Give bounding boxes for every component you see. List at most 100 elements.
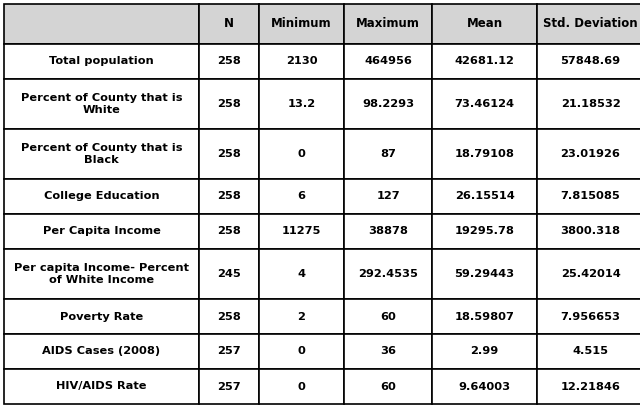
Text: 13.2: 13.2: [287, 99, 316, 109]
Text: 2130: 2130: [285, 57, 317, 67]
Bar: [4, 79, 199, 129]
Bar: [537, 299, 640, 334]
Text: 57848.69: 57848.69: [561, 57, 621, 67]
Bar: [537, 249, 640, 299]
Text: 12.21846: 12.21846: [561, 381, 620, 391]
Text: 25.42014: 25.42014: [561, 269, 620, 279]
Text: 292.4535: 292.4535: [358, 269, 418, 279]
Bar: [432, 334, 537, 369]
Bar: [259, 129, 344, 179]
Text: 87: 87: [380, 149, 396, 159]
Bar: [537, 44, 640, 79]
Bar: [4, 334, 199, 369]
Bar: [259, 44, 344, 79]
Text: 60: 60: [380, 312, 396, 322]
Bar: [4, 214, 199, 249]
Text: Poverty Rate: Poverty Rate: [60, 312, 143, 322]
Bar: [199, 4, 259, 44]
Text: AIDS Cases (2008): AIDS Cases (2008): [42, 347, 161, 357]
Text: Minimum: Minimum: [271, 17, 332, 30]
Text: 11275: 11275: [282, 226, 321, 237]
Bar: [199, 79, 259, 129]
Bar: [4, 44, 199, 79]
Bar: [432, 44, 537, 79]
Text: 258: 258: [217, 312, 241, 322]
Bar: [199, 334, 259, 369]
Text: 9.64003: 9.64003: [458, 381, 511, 391]
Bar: [259, 334, 344, 369]
Bar: [259, 369, 344, 404]
Text: 42681.12: 42681.12: [454, 57, 515, 67]
Text: 258: 258: [217, 57, 241, 67]
Bar: [432, 129, 537, 179]
Text: Std. Deviation: Std. Deviation: [543, 17, 638, 30]
Bar: [537, 129, 640, 179]
Bar: [432, 179, 537, 214]
Text: 2: 2: [298, 312, 305, 322]
Bar: [4, 369, 199, 404]
Bar: [344, 249, 432, 299]
Text: 258: 258: [217, 149, 241, 159]
Bar: [344, 179, 432, 214]
Text: 21.18532: 21.18532: [561, 99, 620, 109]
Bar: [259, 179, 344, 214]
Bar: [199, 369, 259, 404]
Bar: [432, 79, 537, 129]
Text: 18.79108: 18.79108: [454, 149, 515, 159]
Bar: [344, 4, 432, 44]
Bar: [259, 299, 344, 334]
Text: 19295.78: 19295.78: [454, 226, 515, 237]
Bar: [537, 334, 640, 369]
Text: 98.2293: 98.2293: [362, 99, 414, 109]
Text: 36: 36: [380, 347, 396, 357]
Bar: [432, 299, 537, 334]
Bar: [537, 4, 640, 44]
Bar: [432, 4, 537, 44]
Text: 4: 4: [298, 269, 305, 279]
Text: 258: 258: [217, 226, 241, 237]
Bar: [4, 249, 199, 299]
Bar: [199, 179, 259, 214]
Text: 23.01926: 23.01926: [561, 149, 620, 159]
Bar: [537, 214, 640, 249]
Text: N: N: [224, 17, 234, 30]
Bar: [432, 369, 537, 404]
Bar: [259, 4, 344, 44]
Bar: [199, 44, 259, 79]
Text: 258: 258: [217, 191, 241, 201]
Text: 3800.318: 3800.318: [561, 226, 621, 237]
Bar: [199, 299, 259, 334]
Bar: [4, 299, 199, 334]
Bar: [259, 249, 344, 299]
Bar: [344, 79, 432, 129]
Text: Percent of County that is
Black: Percent of County that is Black: [20, 143, 182, 165]
Text: Percent of County that is
White: Percent of County that is White: [20, 93, 182, 115]
Bar: [199, 249, 259, 299]
Bar: [344, 44, 432, 79]
Text: Maximum: Maximum: [356, 17, 420, 30]
Bar: [344, 214, 432, 249]
Text: Mean: Mean: [467, 17, 502, 30]
Text: 7.815085: 7.815085: [561, 191, 620, 201]
Bar: [199, 214, 259, 249]
Bar: [537, 179, 640, 214]
Bar: [432, 249, 537, 299]
Text: 127: 127: [376, 191, 400, 201]
Text: 0: 0: [298, 381, 305, 391]
Bar: [344, 129, 432, 179]
Text: 7.956653: 7.956653: [561, 312, 621, 322]
Bar: [199, 129, 259, 179]
Bar: [4, 129, 199, 179]
Text: 4.515: 4.515: [573, 347, 609, 357]
Bar: [344, 299, 432, 334]
Text: 6: 6: [298, 191, 305, 201]
Text: 26.15514: 26.15514: [454, 191, 515, 201]
Text: 59.29443: 59.29443: [454, 269, 515, 279]
Bar: [259, 79, 344, 129]
Text: 38878: 38878: [368, 226, 408, 237]
Text: 60: 60: [380, 381, 396, 391]
Text: 257: 257: [217, 381, 241, 391]
Text: 464956: 464956: [364, 57, 412, 67]
Bar: [432, 214, 537, 249]
Text: 73.46124: 73.46124: [454, 99, 515, 109]
